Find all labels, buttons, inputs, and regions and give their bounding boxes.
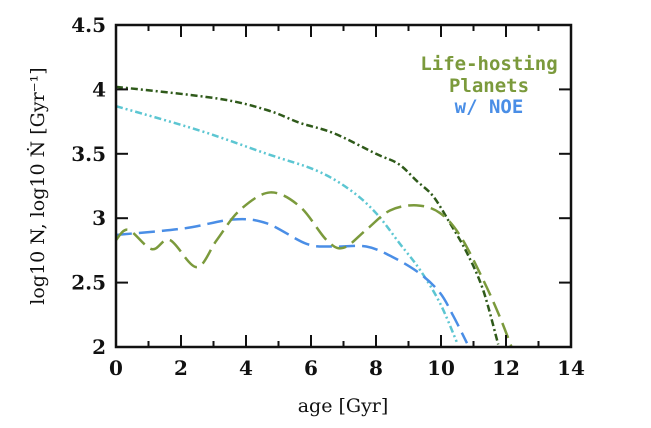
x-tick-label: 8 bbox=[369, 356, 383, 380]
x-tick-label: 12 bbox=[492, 356, 520, 380]
series-line-3 bbox=[116, 191, 513, 347]
series-group bbox=[116, 85, 513, 347]
series-line-2 bbox=[116, 217, 469, 344]
y-tick-label: 2.5 bbox=[71, 271, 106, 295]
series-line-0 bbox=[116, 85, 500, 345]
x-tick-label: 10 bbox=[427, 356, 455, 380]
x-axis-label: age [Gyr] bbox=[298, 395, 389, 417]
y-tick-label: 3 bbox=[92, 206, 106, 230]
y-tick-label: 4 bbox=[92, 77, 106, 101]
x-tick-label: 6 bbox=[304, 356, 318, 380]
x-tick-label: 0 bbox=[109, 356, 123, 380]
y-tick-label: 4.5 bbox=[71, 13, 106, 37]
legend-line-2: Planets bbox=[449, 75, 529, 97]
x-tick-label: 4 bbox=[239, 356, 253, 380]
y-axis-label: log10 N, log10 Ṅ [Gyr⁻¹] bbox=[26, 67, 49, 304]
series-line-1 bbox=[116, 104, 459, 344]
y-tick-label: 2 bbox=[92, 335, 106, 359]
y-tick-label: 3.5 bbox=[71, 142, 106, 166]
legend: Life-hosting Planets w/ NOE bbox=[420, 53, 557, 118]
legend-line-1: Life-hosting bbox=[420, 53, 557, 75]
x-tick-label: 2 bbox=[174, 356, 188, 380]
legend-line-3: w/ NOE bbox=[455, 96, 524, 118]
x-tick-label: 14 bbox=[557, 356, 585, 380]
